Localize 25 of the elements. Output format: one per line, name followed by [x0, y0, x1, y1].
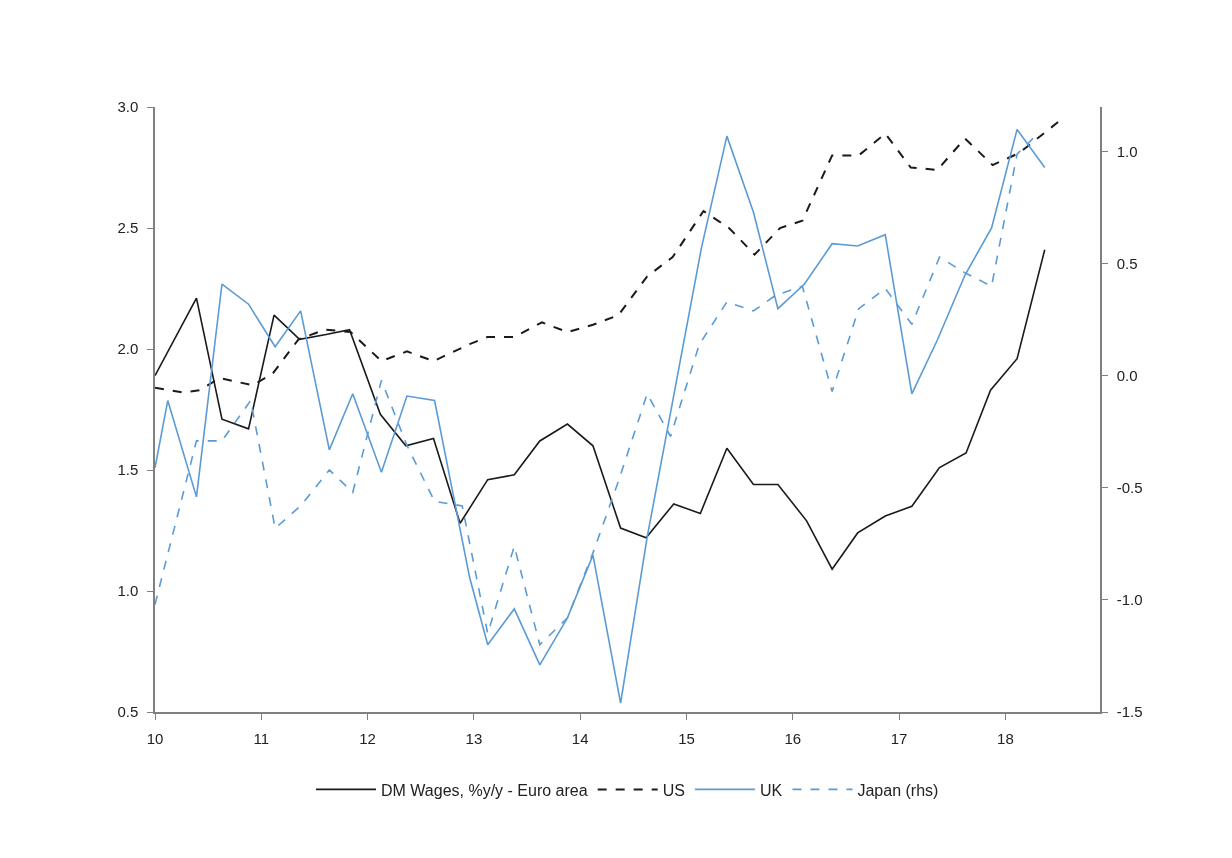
legend-label: US [662, 781, 685, 799]
y-tick-label: 1.0 [117, 582, 139, 600]
y-tick-label: 1.5 [117, 461, 139, 479]
y2-tick-label: -1.0 [1116, 591, 1143, 609]
y2-tick-label: 0.5 [1116, 255, 1138, 273]
x-tick-label: 10 [146, 729, 164, 747]
y2-tick-label: -0.5 [1116, 479, 1143, 497]
y-tick-label: 3.0 [117, 98, 139, 116]
y2-tick-label: -1.5 [1116, 703, 1143, 721]
x-tick-label: 12 [359, 729, 376, 747]
legend-label: DM Wages, %y/y - Euro area [381, 781, 588, 799]
x-tick-label: 13 [465, 729, 483, 747]
legend-label: Japan (rhs) [857, 781, 939, 799]
x-tick-label: 15 [678, 729, 695, 747]
x-tick-label: 17 [890, 729, 908, 747]
x-tick-label: 16 [784, 729, 802, 747]
x-tick-label: 18 [997, 729, 1014, 747]
y-tick-label: 2.5 [117, 219, 139, 237]
x-tick-label: 11 [253, 729, 270, 747]
y-tick-label: 0.5 [117, 703, 139, 721]
y2-tick-label: 0.0 [1116, 367, 1138, 385]
x-tick-label: 14 [571, 729, 589, 747]
y-tick-label: 2.0 [117, 340, 139, 358]
y2-tick-label: 1.0 [1116, 143, 1138, 161]
legend-label: UK [759, 781, 783, 799]
